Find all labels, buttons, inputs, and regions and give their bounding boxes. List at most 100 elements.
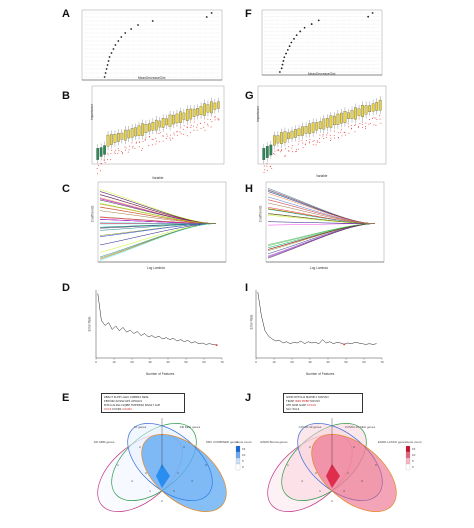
outlier-point xyxy=(107,159,109,161)
outlier-point xyxy=(155,137,157,139)
outlier-point xyxy=(312,140,314,142)
x-tick-label: 60 xyxy=(362,360,366,364)
outlier-point xyxy=(280,150,282,152)
outlier-point xyxy=(166,135,168,137)
venn-set-label: SRC COMBINED genes xyxy=(206,440,239,444)
outlier-point xyxy=(114,151,116,153)
panel-b-ylabel: Importance xyxy=(89,104,94,120)
outlier-point xyxy=(313,140,315,142)
importance-box xyxy=(99,147,103,157)
outlier-point xyxy=(287,150,289,152)
outlier-point xyxy=(190,127,192,129)
outlier-point xyxy=(176,134,178,136)
outlier-point xyxy=(186,127,188,129)
outlier-point xyxy=(379,118,381,120)
importance-box xyxy=(378,99,382,111)
outlier-point xyxy=(368,119,370,121)
coefficient-path xyxy=(267,223,375,258)
outlier-point xyxy=(354,125,356,127)
importance-box xyxy=(325,118,329,128)
outlier-point xyxy=(206,123,208,125)
importance-box xyxy=(354,107,357,120)
data-point xyxy=(210,12,213,14)
data-point xyxy=(280,67,283,70)
outlier-point xyxy=(138,146,140,148)
outlier-point xyxy=(284,156,286,158)
coefficient-path xyxy=(267,223,375,250)
importance-box xyxy=(343,111,347,123)
outlier-point xyxy=(115,149,117,151)
gene-list-box-e: ZBAC7 FLPP LGHC LMBR13 SESL FBXO32 ACSS2 … xyxy=(101,393,185,413)
outlier-point xyxy=(333,130,335,132)
outlier-point xyxy=(376,119,378,121)
outlier-point xyxy=(196,129,198,131)
outlier-point xyxy=(100,162,102,164)
gene-list-line: GIPR NOTCH2 MAP3K1 TANTAN xyxy=(286,395,329,399)
outlier-point xyxy=(350,124,352,126)
venn-set-label: COVID-19 genes xyxy=(299,425,322,429)
outlier-point xyxy=(141,149,143,151)
outlier-point xyxy=(100,170,102,172)
outlier-point xyxy=(104,162,106,164)
outlier-point xyxy=(176,131,178,133)
venn-region-count: 0 xyxy=(353,445,355,449)
panel-h-lasso-path xyxy=(265,181,385,263)
importance-box xyxy=(216,101,220,109)
x-tick-label: 0 xyxy=(95,360,97,364)
outlier-point xyxy=(375,124,377,126)
venn-region-count: 2 xyxy=(331,499,333,503)
coefficient-path xyxy=(99,194,216,224)
gene-list-line: ATP ADM GJAP CXCL6 xyxy=(286,403,316,407)
legend-title: Gene count xyxy=(406,440,422,444)
legend-value: 15 xyxy=(412,447,416,451)
importance-box xyxy=(322,118,326,130)
outlier-point xyxy=(169,139,171,141)
venn-region-count: 1 xyxy=(287,463,289,467)
outlier-point xyxy=(189,132,191,134)
outlier-point xyxy=(312,144,314,146)
importance-box xyxy=(144,123,148,133)
gene-list-box-j: GIPR NOTCH2 MAP3K1 TANTAN TIRAP IRF5 PRBP… xyxy=(283,393,363,413)
legend-value: 15 xyxy=(242,447,246,451)
x-tick-label: 70 xyxy=(220,360,224,364)
outlier-point xyxy=(193,129,195,131)
outlier-point xyxy=(211,121,213,123)
importance-box xyxy=(361,105,364,118)
importance-box xyxy=(113,134,117,143)
importance-box xyxy=(206,104,210,113)
panel-b-boxplot xyxy=(91,85,225,175)
importance-box xyxy=(308,123,312,134)
outlier-point xyxy=(350,128,352,130)
importance-box xyxy=(106,134,110,147)
data-point xyxy=(151,20,154,22)
outlier-point xyxy=(124,146,126,148)
outlier-point xyxy=(323,138,325,140)
outlier-point xyxy=(337,136,339,138)
outlier-point xyxy=(173,134,175,136)
panel-c-ylabel: Coefficients xyxy=(90,205,95,223)
importance-box xyxy=(347,112,350,119)
coefficient-path xyxy=(99,223,216,261)
coefficient-path xyxy=(267,223,375,255)
data-point xyxy=(117,40,120,42)
legend-value: 5 xyxy=(242,459,244,463)
outlier-point xyxy=(266,169,268,171)
coefficient-path xyxy=(99,194,216,224)
panel-g-ylabel: Importance xyxy=(255,106,260,122)
outlier-point xyxy=(316,141,318,143)
data-point xyxy=(288,45,291,48)
outlier-point xyxy=(207,118,209,120)
outlier-point xyxy=(322,133,324,135)
outlier-point xyxy=(266,165,268,167)
importance-box xyxy=(141,123,144,136)
importance-box xyxy=(189,108,193,120)
outlier-point xyxy=(302,147,304,149)
outlier-point xyxy=(272,152,274,154)
panel-j-venn: 1 2 0 9 4 3 2 1 3 2 0 1 ESRD Boruta genes COVID-19 ge… xyxy=(260,418,422,512)
x-tick-label: 70 xyxy=(380,360,384,364)
outlier-point xyxy=(180,127,182,129)
importance-box xyxy=(364,105,368,115)
x-tick-label: 30 xyxy=(148,360,152,364)
outlier-point xyxy=(218,119,220,121)
outlier-point xyxy=(132,146,134,148)
